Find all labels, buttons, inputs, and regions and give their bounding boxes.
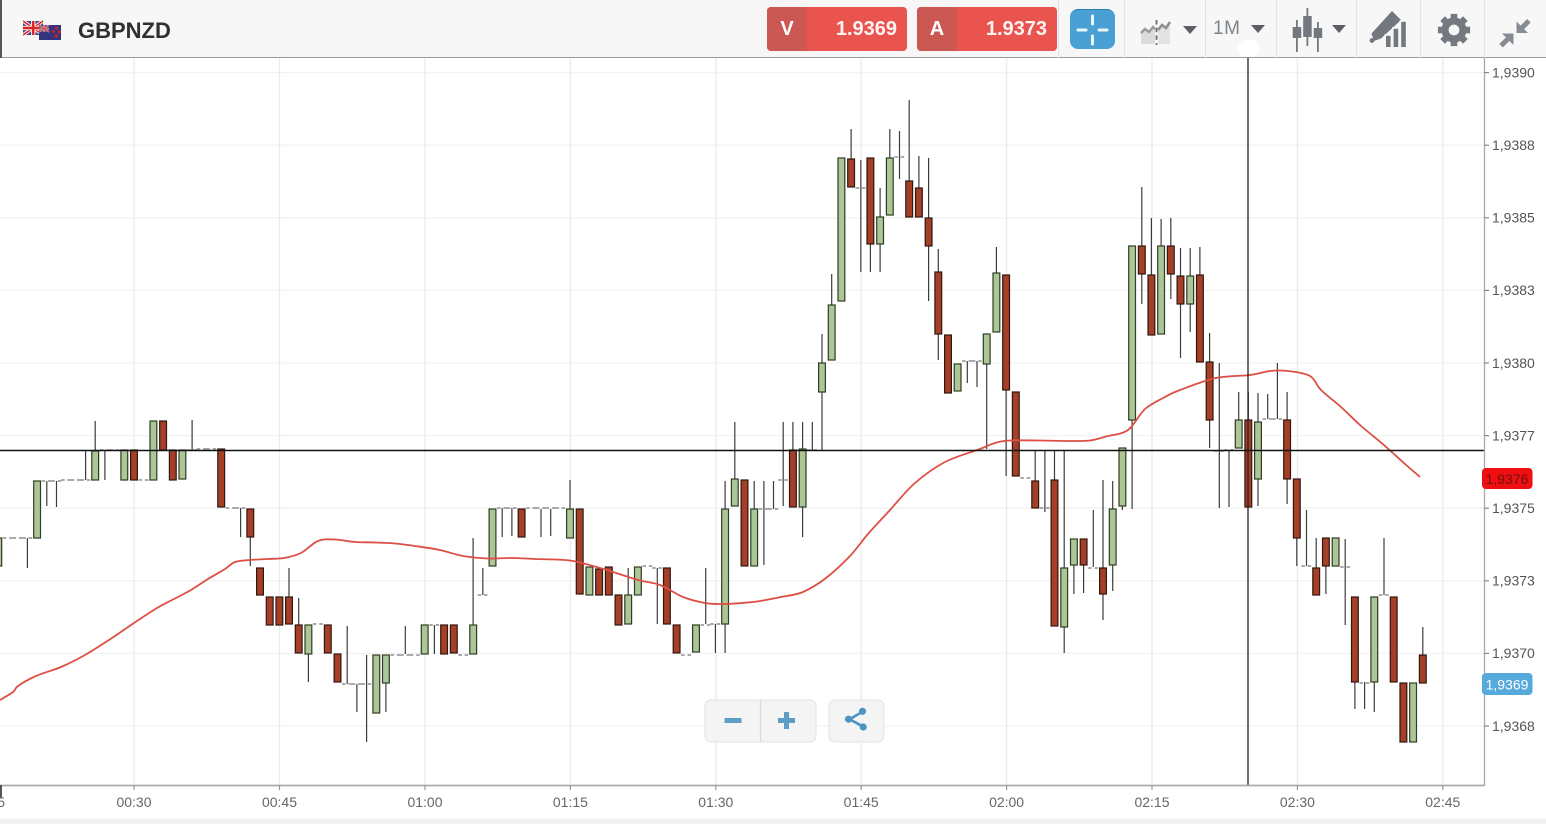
svg-text:1,9383: 1,9383: [1492, 282, 1535, 298]
svg-text:1,9377: 1,9377: [1492, 427, 1535, 443]
svg-text:1,9388: 1,9388: [1492, 137, 1535, 153]
svg-text:01:15: 01:15: [553, 794, 588, 810]
svg-text:1,9380: 1,9380: [1492, 355, 1535, 371]
svg-text:1,9390: 1,9390: [1492, 64, 1535, 80]
svg-text:02:30: 02:30: [1280, 794, 1315, 810]
svg-text:00:15: 00:15: [0, 794, 5, 810]
svg-text:1,9376: 1,9376: [1486, 471, 1529, 487]
svg-text:02:45: 02:45: [1425, 794, 1460, 810]
svg-text:1,9370: 1,9370: [1492, 645, 1535, 661]
svg-text:1,9369: 1,9369: [1486, 677, 1529, 693]
svg-text:02:00: 02:00: [989, 794, 1024, 810]
svg-text:01:45: 01:45: [844, 794, 879, 810]
svg-text:02:15: 02:15: [1134, 794, 1169, 810]
svg-text:1,9368: 1,9368: [1492, 718, 1535, 734]
svg-text:01:30: 01:30: [698, 794, 733, 810]
svg-text:1,9375: 1,9375: [1492, 500, 1535, 516]
svg-text:00:45: 00:45: [262, 794, 297, 810]
svg-text:01:00: 01:00: [407, 794, 442, 810]
svg-text:00:30: 00:30: [116, 794, 151, 810]
svg-text:1,9373: 1,9373: [1492, 573, 1535, 589]
svg-text:1,9385: 1,9385: [1492, 210, 1535, 226]
